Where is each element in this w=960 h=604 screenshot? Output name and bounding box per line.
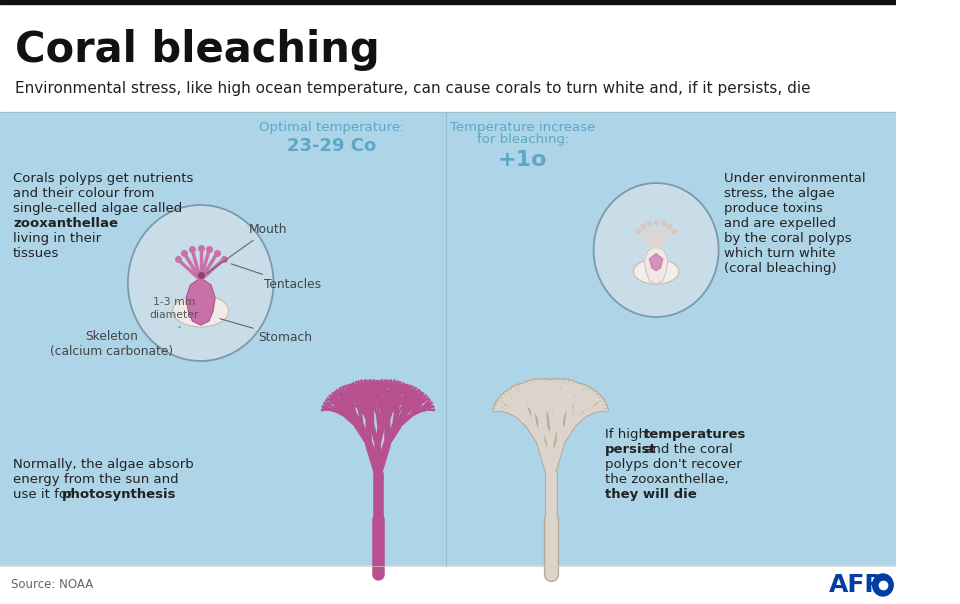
Text: living in their: living in their [13,232,101,245]
Text: If high: If high [605,428,651,441]
Circle shape [593,183,719,317]
Polygon shape [644,246,668,284]
Text: for bleaching:: for bleaching: [476,133,568,147]
Text: Under environmental: Under environmental [724,172,866,185]
Text: Tentacles: Tentacles [231,264,322,291]
Text: single-celled algae called: single-celled algae called [13,202,182,215]
Text: which turn white: which turn white [724,247,836,260]
Ellipse shape [634,259,679,284]
Text: use it for: use it for [13,488,77,501]
Text: polyps don't recover: polyps don't recover [605,458,741,471]
Polygon shape [186,278,215,325]
Text: Environmental stress, like high ocean temperature, can cause corals to turn whit: Environmental stress, like high ocean te… [15,80,810,95]
Text: +1o: +1o [498,150,547,170]
Text: Mouth: Mouth [206,223,288,274]
Ellipse shape [173,295,228,327]
Bar [0,112,896,566]
Text: energy from the sun and: energy from the sun and [13,473,179,486]
Circle shape [873,574,893,596]
Text: they will die: they will die [605,488,697,501]
Bar [0,0,896,112]
Text: AFP: AFP [828,573,883,597]
Text: Source: NOAA: Source: NOAA [12,579,93,591]
Text: (coral bleaching): (coral bleaching) [724,262,837,275]
Text: the zooxanthellae,: the zooxanthellae, [605,473,729,486]
Text: and their colour from: and their colour from [13,187,155,200]
Text: tissues: tissues [13,247,60,260]
Text: .: . [132,488,136,501]
Text: stress, the algae: stress, the algae [724,187,835,200]
Bar [0,0,896,4]
Text: Corals polyps get nutrients: Corals polyps get nutrients [13,172,194,185]
Text: 1-3 mm
diameter: 1-3 mm diameter [150,297,200,320]
Text: zooxanthellae: zooxanthellae [13,217,118,230]
Text: Optimal temperature:: Optimal temperature: [258,121,404,135]
Text: and the coral: and the coral [640,443,733,456]
Text: produce toxins: produce toxins [724,202,823,215]
Text: Skeleton
(calcium carbonate): Skeleton (calcium carbonate) [51,327,180,358]
Text: by the coral polyps: by the coral polyps [724,232,852,245]
Text: and are expelled: and are expelled [724,217,836,230]
Text: persist: persist [605,443,657,456]
Text: Temperature increase: Temperature increase [450,121,595,135]
Text: temperatures: temperatures [644,428,746,441]
Text: photosynthesis: photosynthesis [61,488,176,501]
Text: Coral bleaching: Coral bleaching [15,29,380,71]
Circle shape [128,205,274,361]
Text: Stomach: Stomach [220,319,313,344]
Text: 23-29 Co: 23-29 Co [287,137,376,155]
Text: Normally, the algae absorb: Normally, the algae absorb [13,458,194,471]
Bar [0,566,896,604]
Polygon shape [649,254,662,271]
